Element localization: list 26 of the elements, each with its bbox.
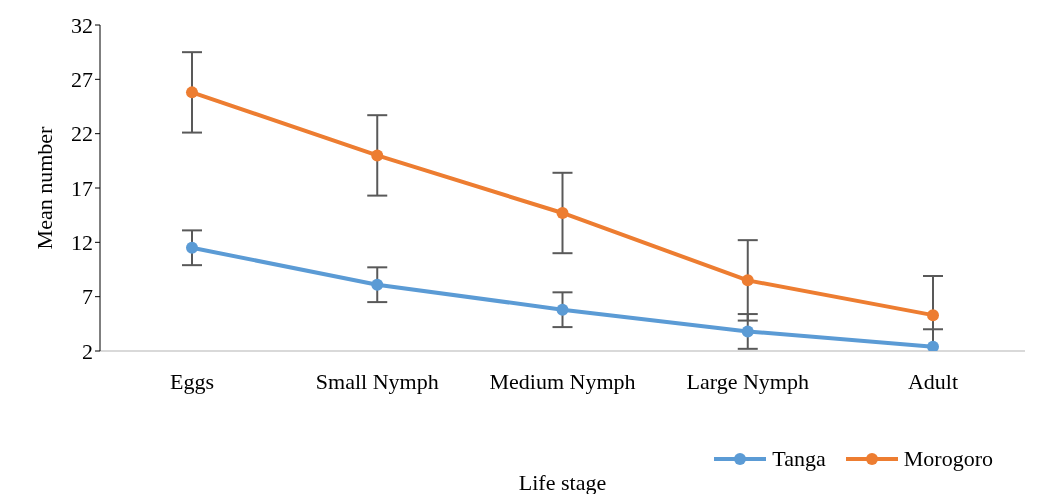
y-axis-title: Mean number [31,125,57,250]
point [186,86,198,99]
point [371,278,384,291]
y-tick-label: 12 [71,230,93,256]
y-tick-label: 27 [71,67,93,93]
x-tick-label: Eggs [170,368,214,394]
point [927,340,939,351]
point [371,149,384,162]
legend-label: Morogoro [903,446,993,472]
x-tick-label: Large Nymph [686,368,809,394]
x-tick-label: Medium Nymph [489,368,636,394]
point [556,206,569,219]
legend-label: Tanga [772,446,826,472]
y-tick-label: 22 [71,121,93,147]
point [556,303,569,316]
y-tick-label: 32 [71,12,93,38]
y-tick-label: 17 [71,175,93,201]
y-tick-label: 7 [82,284,93,310]
point [186,241,198,254]
point [741,274,754,287]
point [927,309,939,322]
y-tick-label: 2 [82,338,93,364]
x-tick-label: Small Nymph [315,368,439,394]
point [741,325,754,338]
x-tick-label: Adult [907,368,959,394]
x-axis-title: Life stage [518,470,607,495]
